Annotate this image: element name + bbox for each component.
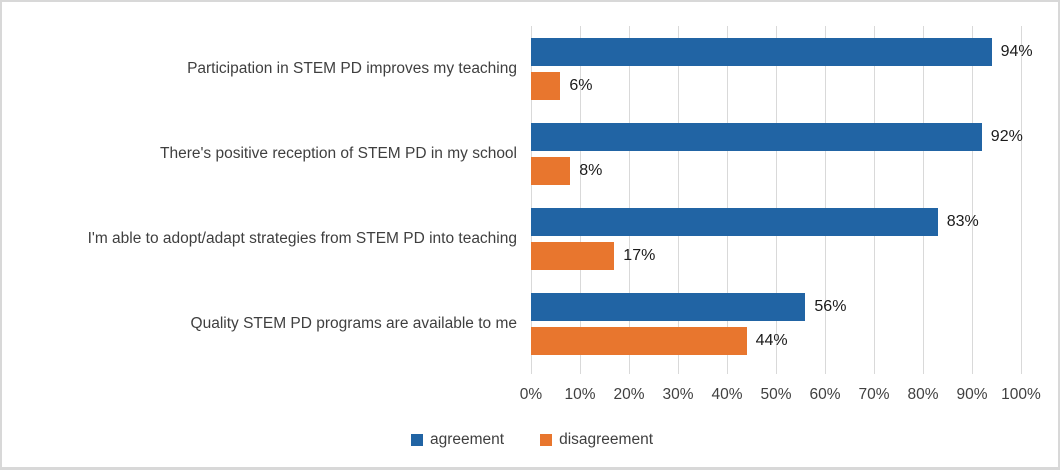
category-groups: Participation in STEM PD improves my tea… bbox=[2, 26, 1058, 366]
legend-label-disagreement: disagreement bbox=[559, 431, 654, 448]
gridline bbox=[972, 26, 973, 366]
bars-cell: 56% 44% bbox=[531, 281, 1058, 366]
axis-tick bbox=[678, 366, 679, 374]
gridline bbox=[678, 26, 679, 366]
category-group: There's positive reception of STEM PD in… bbox=[2, 111, 1058, 196]
bar-row: 83% bbox=[531, 208, 1058, 236]
category-group: Quality STEM PD programs are available t… bbox=[2, 281, 1058, 366]
gridline bbox=[825, 26, 826, 366]
x-axis: 0% 10% 20% 30% 40% 50% 60% 70% 80% 90% 100% bbox=[520, 386, 1041, 408]
category-label: There's positive reception of STEM PD in… bbox=[159, 144, 517, 162]
axis-tick bbox=[629, 366, 630, 374]
value-label: 83% bbox=[946, 213, 979, 230]
bar-disagreement bbox=[531, 72, 561, 100]
gridline bbox=[776, 26, 777, 366]
category-label: Participation in STEM PD improves my tea… bbox=[187, 59, 517, 77]
value-label: 8% bbox=[579, 162, 603, 179]
value-label: 94% bbox=[1000, 43, 1033, 60]
disagreement-swatch-icon bbox=[540, 434, 553, 446]
axis-tick bbox=[727, 366, 728, 374]
bar-agreement bbox=[531, 208, 938, 236]
bar-row: 44% bbox=[531, 327, 1058, 355]
x-tick-label: 50% bbox=[760, 386, 792, 403]
value-label: 56% bbox=[814, 298, 847, 315]
bars-cell: 83% 17% bbox=[531, 196, 1058, 281]
bar-row: 56% bbox=[531, 293, 1058, 321]
bar-row: 92% bbox=[531, 123, 1058, 151]
bars-cell: 94% 6% bbox=[531, 26, 1058, 111]
category-label-cell: There's positive reception of STEM PD in… bbox=[2, 111, 531, 196]
category-group: Participation in STEM PD improves my tea… bbox=[2, 26, 1058, 111]
gridline bbox=[923, 26, 924, 366]
agreement-swatch-icon bbox=[410, 434, 423, 446]
axis-tick bbox=[776, 366, 777, 374]
x-tick-label: 80% bbox=[907, 386, 939, 403]
gridline bbox=[580, 26, 581, 366]
category-label-cell: Quality STEM PD programs are available t… bbox=[2, 281, 531, 366]
axis-tick bbox=[923, 366, 924, 374]
gridline bbox=[727, 26, 728, 366]
value-label: 92% bbox=[990, 128, 1023, 145]
axis-tick bbox=[825, 366, 826, 374]
legend-item-agreement: agreement bbox=[410, 431, 505, 449]
bar-disagreement bbox=[531, 327, 747, 355]
category-label: I'm able to adopt/adapt strategies from … bbox=[87, 229, 517, 247]
bar-row: 6% bbox=[531, 72, 1058, 100]
x-tick-label: 90% bbox=[956, 386, 988, 403]
bars-cell: 92% 8% bbox=[531, 111, 1058, 196]
axis-tick bbox=[531, 366, 532, 374]
gridline bbox=[874, 26, 875, 366]
x-tick-label: 100% bbox=[1001, 386, 1041, 403]
category-label-cell: I'm able to adopt/adapt strategies from … bbox=[2, 196, 531, 281]
bar-row: 17% bbox=[531, 242, 1058, 270]
gridlines-layer bbox=[531, 26, 1022, 374]
axis-tick bbox=[1021, 366, 1022, 374]
category-group: I'm able to adopt/adapt strategies from … bbox=[2, 196, 1058, 281]
category-label: Quality STEM PD programs are available t… bbox=[190, 314, 517, 332]
gridline bbox=[1021, 26, 1022, 366]
bar-row: 94% bbox=[531, 38, 1058, 66]
axis-tick bbox=[580, 366, 581, 374]
gridline bbox=[629, 26, 630, 366]
bar-agreement bbox=[531, 123, 982, 151]
bar-disagreement bbox=[531, 157, 571, 185]
category-label-cell: Participation in STEM PD improves my tea… bbox=[2, 26, 531, 111]
bar-disagreement bbox=[531, 242, 615, 270]
x-tick-label: 30% bbox=[662, 386, 694, 403]
x-tick-label: 60% bbox=[809, 386, 841, 403]
x-tick-label: 0% bbox=[519, 386, 543, 403]
bar-agreement bbox=[531, 38, 992, 66]
axis-tick bbox=[874, 366, 875, 374]
value-label: 6% bbox=[569, 77, 593, 94]
gridline bbox=[531, 26, 532, 366]
legend: agreement disagreement bbox=[2, 431, 1058, 449]
bar-row: 8% bbox=[531, 157, 1058, 185]
axis-tick bbox=[972, 366, 973, 374]
x-tick-label: 70% bbox=[858, 386, 890, 403]
legend-label-agreement: agreement bbox=[429, 431, 505, 448]
legend-item-disagreement: disagreement bbox=[540, 431, 653, 449]
value-label: 17% bbox=[623, 247, 656, 264]
value-label: 44% bbox=[755, 332, 788, 349]
x-tick-label: 20% bbox=[613, 386, 645, 403]
x-tick-label: 40% bbox=[711, 386, 743, 403]
x-tick-label: 10% bbox=[564, 386, 596, 403]
bar-agreement bbox=[531, 293, 806, 321]
